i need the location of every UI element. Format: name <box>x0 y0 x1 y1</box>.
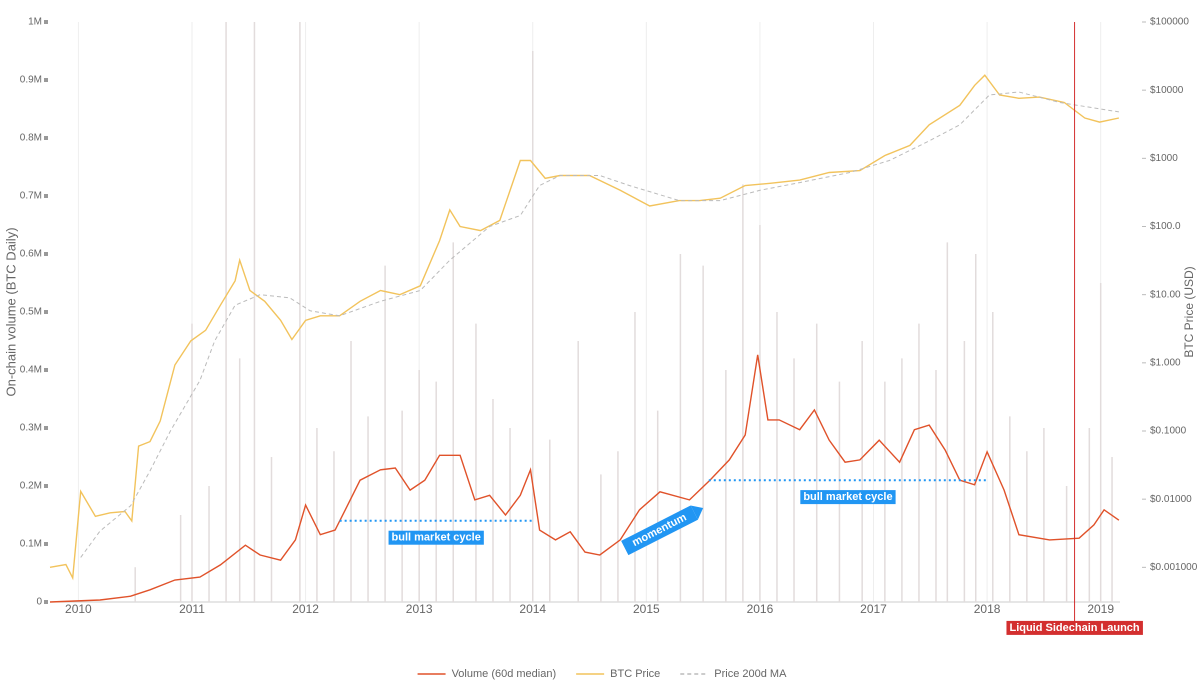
arrow-body <box>621 505 698 556</box>
y-tick-mark <box>44 484 48 488</box>
y-tick-mark <box>44 310 48 314</box>
y2-tick-label: $1000 <box>1150 153 1178 164</box>
y2-axis-label: BTC Price (USD) <box>1182 266 1196 357</box>
x-tick-label: 2017 <box>860 602 887 616</box>
x-tick-label: 2012 <box>292 602 319 616</box>
y2-tick-label: $100000 <box>1150 17 1189 28</box>
y-tick-label: 0.3M <box>20 423 42 434</box>
y-tick-mark <box>44 368 48 372</box>
y-tick-mark <box>44 78 48 82</box>
y2-tick-label: $0.001000 <box>1150 562 1198 573</box>
x-tick-label: 2019 <box>1087 602 1114 616</box>
y-axis-label: On-chain volume (BTC Daily) <box>3 227 18 396</box>
y-tick-label: 0.2M <box>20 481 42 492</box>
y2-tick-label: $100.0 <box>1150 221 1181 232</box>
event-label: Liquid Sidechain Launch <box>1009 622 1139 634</box>
arrow-annotation: momentum <box>621 505 704 556</box>
y-tick-label: 0.8M <box>20 133 42 144</box>
y-tick-mark <box>44 20 48 24</box>
x-tick-label: 2015 <box>633 602 660 616</box>
y2-tick-label: $0.01000 <box>1150 494 1192 505</box>
cycle-label-box <box>388 530 484 545</box>
y2-tick-label: $1.000 <box>1150 357 1181 368</box>
arrow-head <box>690 505 704 520</box>
series-line <box>49 354 1120 603</box>
legend-label: Volume (60d median) <box>452 668 557 680</box>
y-tick-mark <box>44 136 48 140</box>
y2-tick-label: $10.00 <box>1150 289 1181 300</box>
legend: Volume (60d median) BTC Price Price 200d M… <box>417 668 787 680</box>
legend-label: BTC Price <box>610 668 660 680</box>
x-tick-label: 2014 <box>519 602 546 616</box>
y-tick-label: 0.4M <box>20 365 42 376</box>
cycle-label: bull market cycle <box>392 532 481 544</box>
y-tick-mark <box>44 426 48 430</box>
series-line <box>49 74 1120 581</box>
series-line <box>80 91 1119 558</box>
x-tick-label: 2013 <box>406 602 433 616</box>
x-tick-label: 2018 <box>974 602 1001 616</box>
cycle-label-box <box>800 490 896 505</box>
x-tick-label: 2011 <box>179 602 205 616</box>
y-tick-label: 0.9M <box>20 75 42 86</box>
legend-label: Price 200d MA <box>714 668 787 680</box>
y-tick-label: 0.1M <box>20 539 42 550</box>
y-tick-label: 0.7M <box>20 191 42 202</box>
x-tick-label: 2010 <box>65 602 92 616</box>
cycle-label: bull market cycle <box>803 491 892 503</box>
y-tick-mark <box>44 600 48 604</box>
y-tick-mark <box>44 542 48 546</box>
event-label-box <box>1006 620 1143 635</box>
y2-tick-label: $10000 <box>1150 85 1184 96</box>
y-tick-label: 0 <box>36 597 42 608</box>
y-tick-label: 1M <box>28 17 42 28</box>
y2-tick-label: $0.1000 <box>1150 426 1187 437</box>
y-tick-label: 0.5M <box>20 307 42 318</box>
y-tick-mark <box>44 194 48 198</box>
y-tick-mark <box>44 252 48 256</box>
y-tick-label: 0.6M <box>20 249 42 260</box>
x-tick-label: 2016 <box>747 602 774 616</box>
